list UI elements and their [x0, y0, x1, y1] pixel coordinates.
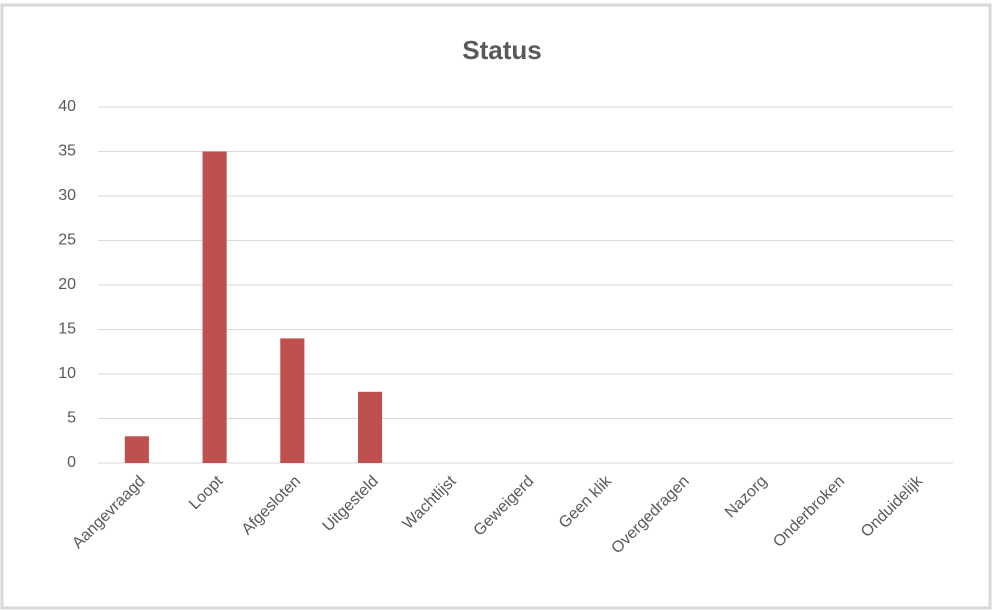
y-tick-label: 40	[58, 98, 76, 115]
y-tick-label: 35	[58, 143, 76, 160]
bar	[124, 436, 149, 463]
y-tick-label: 5	[67, 410, 76, 427]
y-tick-label: 0	[67, 454, 76, 471]
chart-frame	[0, 3, 992, 610]
y-tick-label: 10	[58, 365, 76, 382]
chart-title: Status	[462, 35, 541, 65]
bar	[280, 338, 305, 463]
y-tick-label: 20	[58, 276, 76, 293]
y-tick-label: 25	[58, 232, 76, 249]
y-tick-label: 30	[58, 187, 76, 204]
bar	[202, 151, 227, 463]
y-tick-label: 15	[58, 321, 76, 338]
bar	[357, 391, 383, 463]
